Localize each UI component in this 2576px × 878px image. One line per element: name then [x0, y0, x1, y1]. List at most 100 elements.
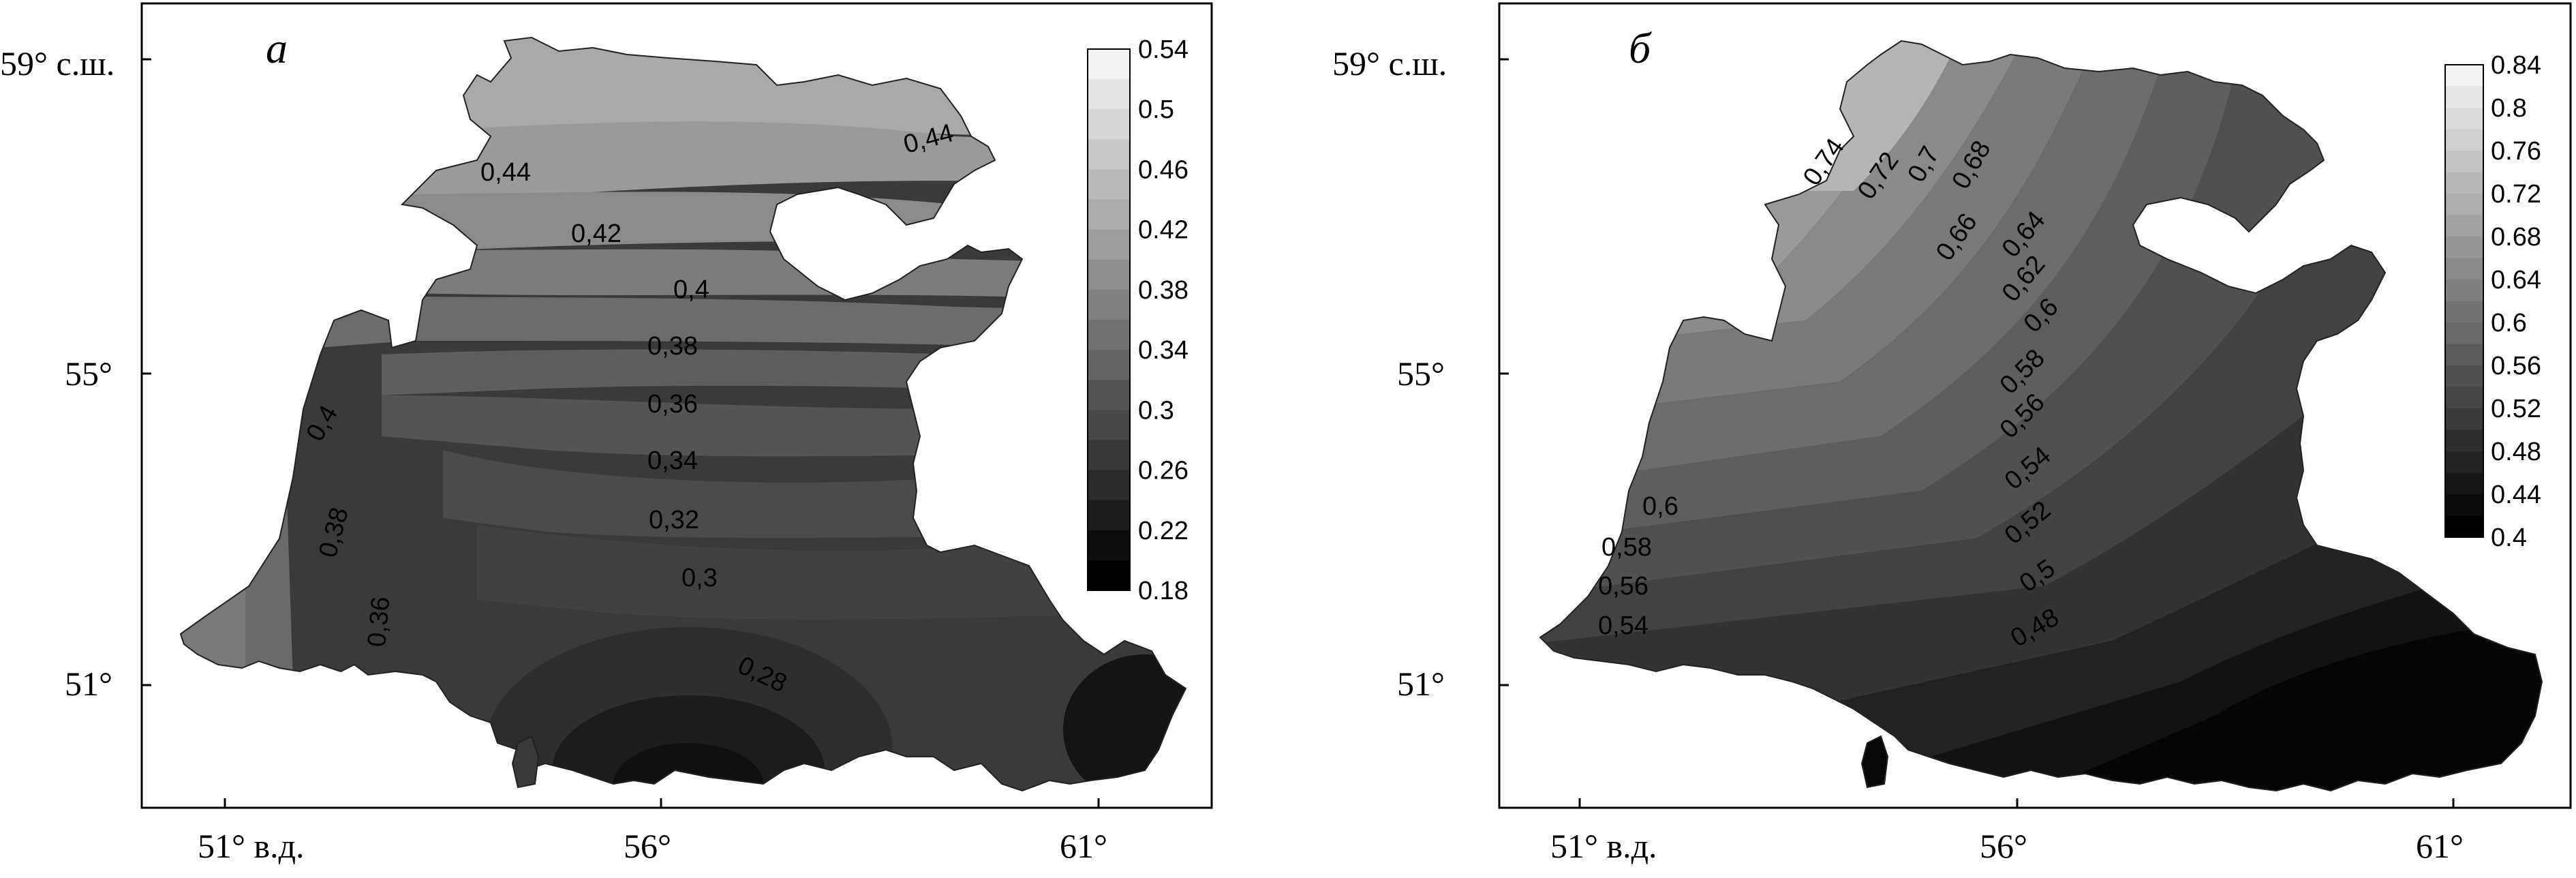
colorbar-border [1087, 48, 1131, 591]
colorbar-cell [2445, 108, 2483, 130]
colorbar-cell [1088, 79, 1130, 110]
contour-label: 0,3 [681, 564, 718, 592]
region-outline-b [1539, 40, 2543, 792]
colorbar-cell [1088, 500, 1130, 531]
contour-labels-a: 0,44 0,44 0,42 0,4 0,38 0,36 0,34 0,32 0… [301, 119, 956, 698]
colorbar-cell [2445, 65, 2483, 87]
colorbar-cell [1088, 169, 1130, 200]
lat-axis-a: 59° с.ш. 55° 51° [0, 44, 151, 703]
colorbar-cell [1088, 560, 1130, 591]
contour-label: 0,6 [1642, 492, 1678, 521]
colorbar-cell [1088, 320, 1130, 350]
colorbar-cell [2445, 451, 2483, 473]
colorbar-border [2444, 64, 2484, 538]
colorbar-cell [2445, 408, 2483, 430]
colorbar-cell [2445, 237, 2483, 258]
colorbar-cell [2445, 387, 2483, 409]
colorbar-label: 0.76 [2491, 137, 2541, 166]
colorbar-cell [1088, 259, 1130, 290]
colorbar-cell [2445, 515, 2483, 538]
colorbar-cell [2445, 258, 2483, 280]
lat-label: 51° [1397, 665, 1445, 703]
colorbar-label: 0.84 [2491, 51, 2541, 80]
colorbar-cell [2445, 365, 2483, 387]
colorbar-cell [2445, 172, 2483, 194]
lat-axis-b: 59° с.ш. 55° 51° [1332, 44, 1509, 703]
lat-label: 55° [1397, 354, 1445, 393]
colorbar-cell [1088, 109, 1130, 140]
contour-label: 0,36 [647, 390, 698, 419]
colorbar-label: 0.34 [1138, 336, 1189, 365]
colorbar-cell [1088, 289, 1130, 320]
contour-label: 0,4 [673, 275, 709, 304]
colorbar-label: 0.72 [2491, 180, 2541, 209]
colorbar-label: 0.48 [2491, 438, 2541, 466]
colorbar-cell [1088, 410, 1130, 440]
colorbar-label: 0.18 [1138, 577, 1189, 605]
contour-label: 0,54 [1598, 611, 1649, 640]
lon-axis-b: 51° в.д. 56° 61° [1550, 798, 2464, 865]
island-b [1860, 735, 1889, 789]
colorbar-cell [2445, 129, 2483, 151]
panel-letter-b: б [1629, 24, 1652, 72]
contour-label: 0,42 [571, 220, 622, 248]
colorbar-cell [2445, 494, 2483, 516]
colorbar-label: 0.52 [2491, 395, 2541, 423]
colorbar-label: 0.5 [1138, 95, 1174, 124]
colorbar-cell [1088, 199, 1130, 230]
colorbar-label: 0.64 [2491, 266, 2541, 294]
contour-label: 0,56 [1598, 572, 1649, 601]
lon-label: 56° [624, 827, 671, 865]
panel-b: 0,74 0,72 0,7 0,68 0,66 0,64 0,62 0,6 0,… [1332, 2, 2572, 865]
colorbar-cell [2445, 322, 2483, 344]
colorbar-cell [2445, 472, 2483, 495]
colorbar-cell [2445, 279, 2483, 301]
colorbar-label: 0.54 [1138, 35, 1189, 64]
lon-label: 51° в.д. [1550, 827, 1657, 865]
colorbar-cell [2445, 86, 2483, 108]
colorbar-cell [2445, 344, 2483, 366]
colorbar-cell [1088, 139, 1130, 170]
colorbar-label: 0.44 [2491, 481, 2541, 509]
lon-axis-a: 51° в.д. 56° 61° [198, 798, 1107, 865]
colorbar-label: 0.26 [1138, 457, 1189, 485]
colorbar-cell [2445, 301, 2483, 323]
lat-label: 59° с.ш. [0, 44, 114, 82]
lon-label: 56° [1980, 827, 2027, 865]
region-outline-a [179, 36, 1187, 792]
colorbar-cell [1088, 530, 1130, 561]
colorbar-label: 0.22 [1138, 517, 1189, 545]
contour-label: 0,44 [480, 158, 531, 187]
panel-a: 0,44 0,44 0,42 0,4 0,38 0,36 0,34 0,32 0… [0, 2, 1213, 865]
colorbar-label: 0.8 [2491, 94, 2527, 123]
colorbar-label: 0.38 [1138, 276, 1189, 305]
colorbar-b: 0.84 0.8 0.76 0.72 0.68 0.64 0.6 0.56 0.52 0.48 0.… [2444, 51, 2541, 552]
contour-label: 0,36 [363, 595, 395, 648]
lon-label: 61° [2416, 827, 2464, 865]
colorbar-label: 0.56 [2491, 352, 2541, 380]
colorbar-cell [1088, 49, 1130, 80]
colorbar-label: 0.68 [2491, 223, 2541, 252]
lon-label: 51° в.д. [198, 827, 305, 865]
colorbar-a: 0.54 0.5 0.46 0.42 0.38 0.34 0.3 0.26 0.22 0.18 [1087, 35, 1189, 605]
lat-label: 59° с.ш. [1332, 44, 1447, 82]
colorbar-label: 0.6 [2491, 309, 2527, 337]
colorbar-cell [2445, 194, 2483, 215]
colorbar-cell [1088, 229, 1130, 260]
colorbar-cell [2445, 215, 2483, 237]
colorbar-cell [2445, 151, 2483, 172]
lon-label: 61° [1060, 827, 1107, 865]
colorbar-cell [1088, 350, 1130, 380]
lat-label: 51° [65, 665, 112, 703]
contour-label: 0,58 [1601, 533, 1652, 562]
island-a [511, 735, 540, 789]
colorbar-label: 0.46 [1138, 155, 1189, 184]
colorbar-cell [1088, 470, 1130, 501]
colorbar-label: 0.3 [1138, 396, 1174, 425]
contour-label: 0,32 [649, 506, 699, 534]
colorbar-label: 0.4 [2491, 524, 2527, 552]
panel-letter-a: a [266, 24, 288, 72]
contour-label: 0,38 [647, 332, 698, 361]
colorbar-label: 0.42 [1138, 216, 1189, 245]
